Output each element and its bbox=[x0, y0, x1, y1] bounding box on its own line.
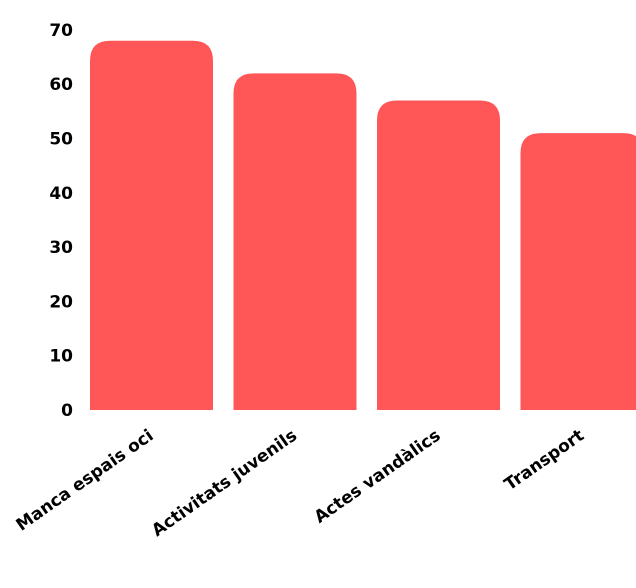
y-tick-label: 40 bbox=[49, 184, 73, 204]
bar-transport bbox=[520, 133, 636, 410]
bar-actes-vand-lics bbox=[377, 100, 500, 411]
y-tick-label: 70 bbox=[49, 21, 73, 41]
bars bbox=[90, 40, 636, 411]
y-tick-label: 0 bbox=[61, 401, 73, 421]
bar-manca-espais-oci bbox=[90, 40, 213, 410]
x-category-label: Manca espais oci bbox=[13, 426, 158, 536]
bar-activitats-juvenils bbox=[233, 73, 357, 410]
y-tick-label: 60 bbox=[49, 75, 73, 95]
y-tick-label: 20 bbox=[49, 292, 73, 312]
y-tick-label: 30 bbox=[49, 238, 73, 258]
x-category-label: Activitats juvenils bbox=[148, 426, 301, 541]
y-axis-ticks: 0 10 20 30 40 50 60 70 bbox=[49, 21, 73, 421]
x-category-label: Transport bbox=[501, 426, 588, 495]
x-category-label: Actes vandàlics bbox=[311, 426, 445, 528]
y-tick-label: 10 bbox=[49, 347, 73, 367]
y-tick-label: 50 bbox=[49, 130, 73, 150]
